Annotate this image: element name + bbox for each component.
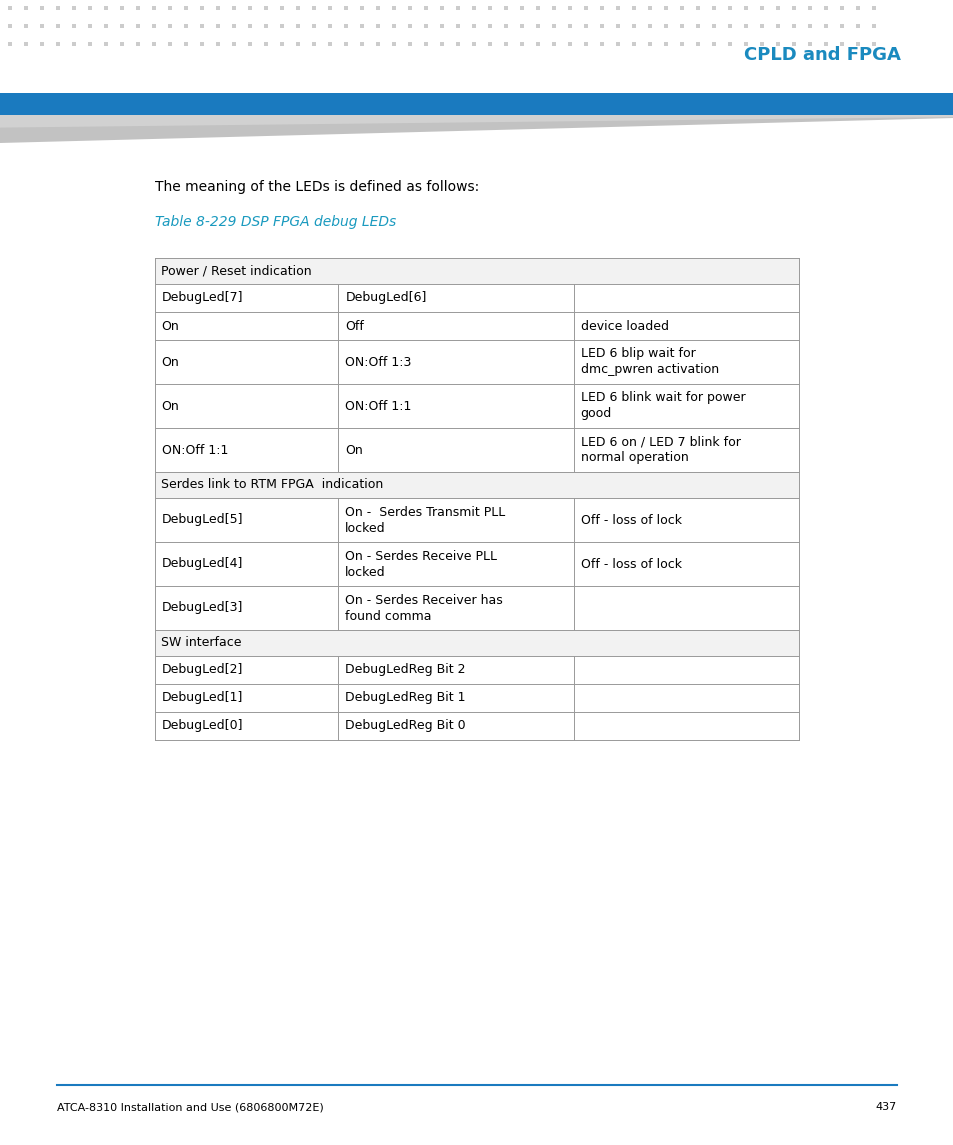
Text: Off - loss of lock: Off - loss of lock (580, 513, 681, 527)
Text: DebugLed[7]: DebugLed[7] (161, 292, 243, 305)
Text: DebugLed[0]: DebugLed[0] (161, 719, 243, 733)
Polygon shape (0, 114, 953, 127)
Text: On: On (161, 355, 179, 369)
Text: Power / Reset indication: Power / Reset indication (160, 264, 311, 277)
Text: Table 8-229 DSP FPGA debug LEDs: Table 8-229 DSP FPGA debug LEDs (154, 215, 395, 229)
Text: Serdes link to RTM FPGA  indication: Serdes link to RTM FPGA indication (160, 479, 382, 491)
Bar (0, 93, 953, 114)
Text: On: On (161, 400, 179, 412)
Text: On: On (345, 443, 363, 457)
Text: On -  Serdes Transmit PLL
locked: On - Serdes Transmit PLL locked (345, 505, 505, 535)
Text: DebugLed[1]: DebugLed[1] (161, 692, 243, 704)
Text: ON:Off 1:3: ON:Off 1:3 (345, 355, 412, 369)
Text: On: On (161, 319, 179, 332)
Text: DebugLedReg Bit 1: DebugLedReg Bit 1 (345, 692, 465, 704)
Text: 437: 437 (875, 1101, 896, 1112)
Text: DebugLed[6]: DebugLed[6] (345, 292, 426, 305)
Text: SW interface: SW interface (160, 637, 241, 649)
Text: ATCA-8310 Installation and Use (6806800M72E): ATCA-8310 Installation and Use (6806800M… (57, 1101, 324, 1112)
Bar (154, 472, 799, 498)
Text: DebugLed[3]: DebugLed[3] (161, 601, 243, 615)
Text: DebugLedReg Bit 0: DebugLedReg Bit 0 (345, 719, 465, 733)
Bar (154, 258, 799, 284)
Text: On - Serdes Receiver has
found comma: On - Serdes Receiver has found comma (345, 593, 502, 623)
Text: CPLD and FPGA: CPLD and FPGA (743, 46, 900, 64)
Text: device loaded: device loaded (580, 319, 668, 332)
Text: Off - loss of lock: Off - loss of lock (580, 558, 681, 570)
Text: DebugLed[4]: DebugLed[4] (161, 558, 243, 570)
Text: LED 6 on / LED 7 blink for
normal operation: LED 6 on / LED 7 blink for normal operat… (580, 435, 740, 465)
Text: ON:Off 1:1: ON:Off 1:1 (345, 400, 412, 412)
Text: Off: Off (345, 319, 364, 332)
Text: LED 6 blip wait for
dmc_pwren activation: LED 6 blip wait for dmc_pwren activation (580, 347, 719, 377)
Bar (154, 630, 799, 656)
Text: ON:Off 1:1: ON:Off 1:1 (161, 443, 228, 457)
Text: DebugLedReg Bit 2: DebugLedReg Bit 2 (345, 663, 465, 677)
Polygon shape (0, 114, 953, 143)
Text: DebugLed[5]: DebugLed[5] (161, 513, 243, 527)
Text: The meaning of the LEDs is defined as follows:: The meaning of the LEDs is defined as fo… (154, 180, 478, 194)
Bar (154, 258, 799, 740)
Text: LED 6 blink wait for power
good: LED 6 blink wait for power good (580, 392, 744, 420)
Text: On - Serdes Receive PLL
locked: On - Serdes Receive PLL locked (345, 550, 497, 578)
Text: DebugLed[2]: DebugLed[2] (161, 663, 243, 677)
